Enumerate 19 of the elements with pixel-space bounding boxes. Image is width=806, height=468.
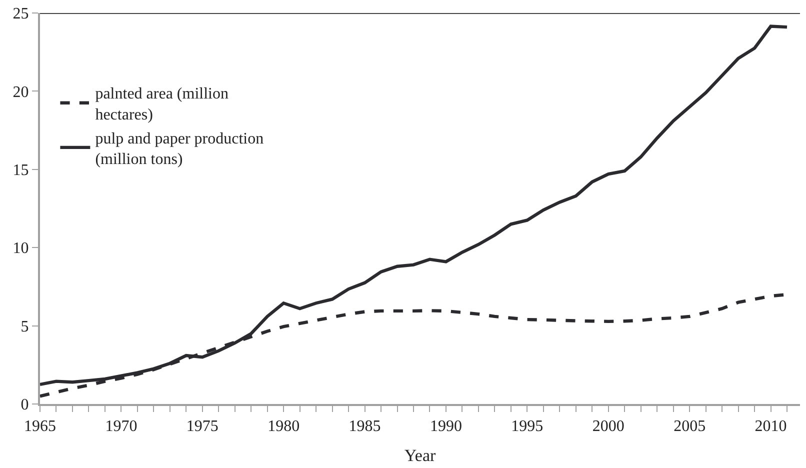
x-tick-label: 2010 (754, 418, 787, 436)
x-tick-label: 1995 (511, 418, 544, 436)
y-tick-label: 5 (20, 318, 29, 336)
x-tick-label: 1970 (105, 418, 138, 436)
x-tick-label: 1985 (348, 418, 381, 436)
x-tick-label: 1980 (268, 418, 300, 436)
legend-label: palnted area (million hectares) (95, 86, 228, 124)
y-tick-label: 20 (12, 84, 29, 101)
x-axis-title: Year (404, 446, 436, 466)
x-tick-label: 2005 (674, 418, 706, 436)
legend-label: pulp and paper production (million tons) (95, 130, 264, 168)
y-tick-label: 0 (20, 396, 29, 414)
x-tick-label: 1975 (186, 418, 218, 436)
x-tick-label: 1965 (24, 418, 56, 436)
x-tick-label: 2000 (592, 418, 624, 436)
x-tick-label: 1990 (430, 418, 462, 436)
y-tick-label: 25 (12, 6, 29, 23)
y-tick-label: 15 (12, 162, 29, 179)
y-tick-label: 10 (12, 240, 29, 258)
